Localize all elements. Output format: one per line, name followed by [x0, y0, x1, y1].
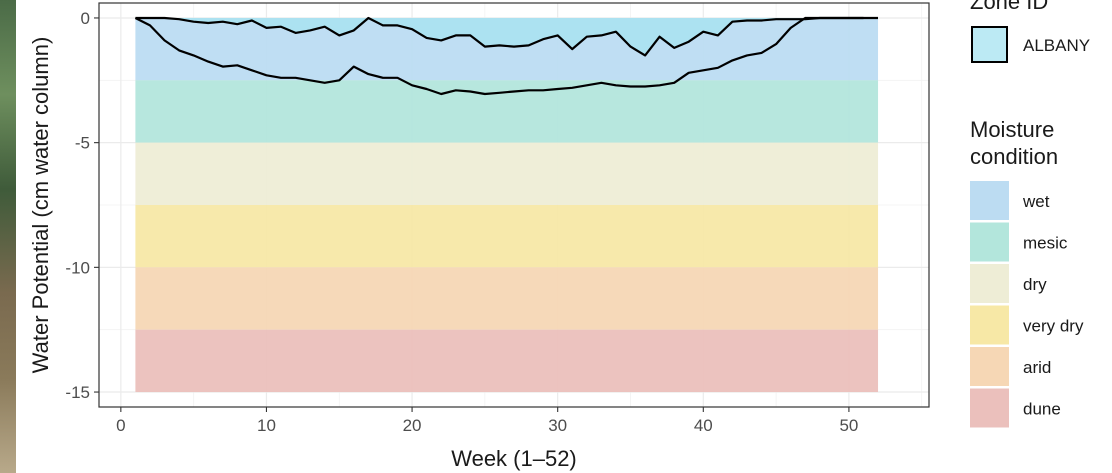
band-very-dry	[135, 205, 879, 268]
legend-key-mesic	[970, 222, 1009, 262]
x-tick-label: 30	[548, 416, 567, 435]
legend-key-dry	[970, 264, 1009, 303]
series-upper-line	[135, 16, 878, 57]
y-tick-label: -10	[65, 258, 90, 277]
x-tick-label: 20	[403, 416, 422, 435]
y-axis-title: Water Potential (cm water column)	[28, 37, 53, 374]
band-arid	[135, 267, 879, 330]
background-photo-strip	[0, 0, 16, 473]
series-lower-line	[134, 16, 864, 96]
band-dry	[135, 142, 879, 205]
legend-label-dry: dry	[1023, 275, 1047, 294]
legend-key-wet	[970, 181, 1009, 220]
y-tick-label: 0	[81, 9, 90, 28]
x-tick-label: 10	[257, 416, 276, 435]
legend-key-albany	[971, 26, 1008, 63]
legend-title-moisture: condition	[970, 144, 1058, 169]
moisture-bands	[135, 17, 879, 393]
legend-title-moisture: Moisture	[970, 117, 1054, 142]
legend-label-wet: wet	[1022, 192, 1050, 211]
band-dune	[135, 329, 879, 393]
y-tick-label: -5	[75, 134, 90, 153]
legend-label-albany: ALBANY	[1023, 36, 1090, 55]
x-tick-label: 50	[839, 416, 858, 435]
legend-key-arid	[970, 347, 1009, 386]
legend-label-mesic: mesic	[1023, 234, 1068, 253]
legend-label-dune: dune	[1023, 400, 1061, 419]
legend-key-very-dry	[970, 305, 1009, 345]
y-tick-label: -15	[65, 383, 90, 402]
legend-key-dune	[970, 388, 1009, 428]
legend-title-zone: Zone ID	[970, 0, 1048, 14]
plot-border	[98, 2, 930, 408]
legend-label-very-dry: very dry	[1023, 317, 1084, 336]
x-tick-label: 40	[694, 416, 713, 435]
band-mesic	[135, 80, 879, 143]
legend-label-arid: arid	[1023, 358, 1051, 377]
x-tick-label: 0	[116, 416, 125, 435]
x-axis-title: Week (1–52)	[451, 446, 577, 471]
